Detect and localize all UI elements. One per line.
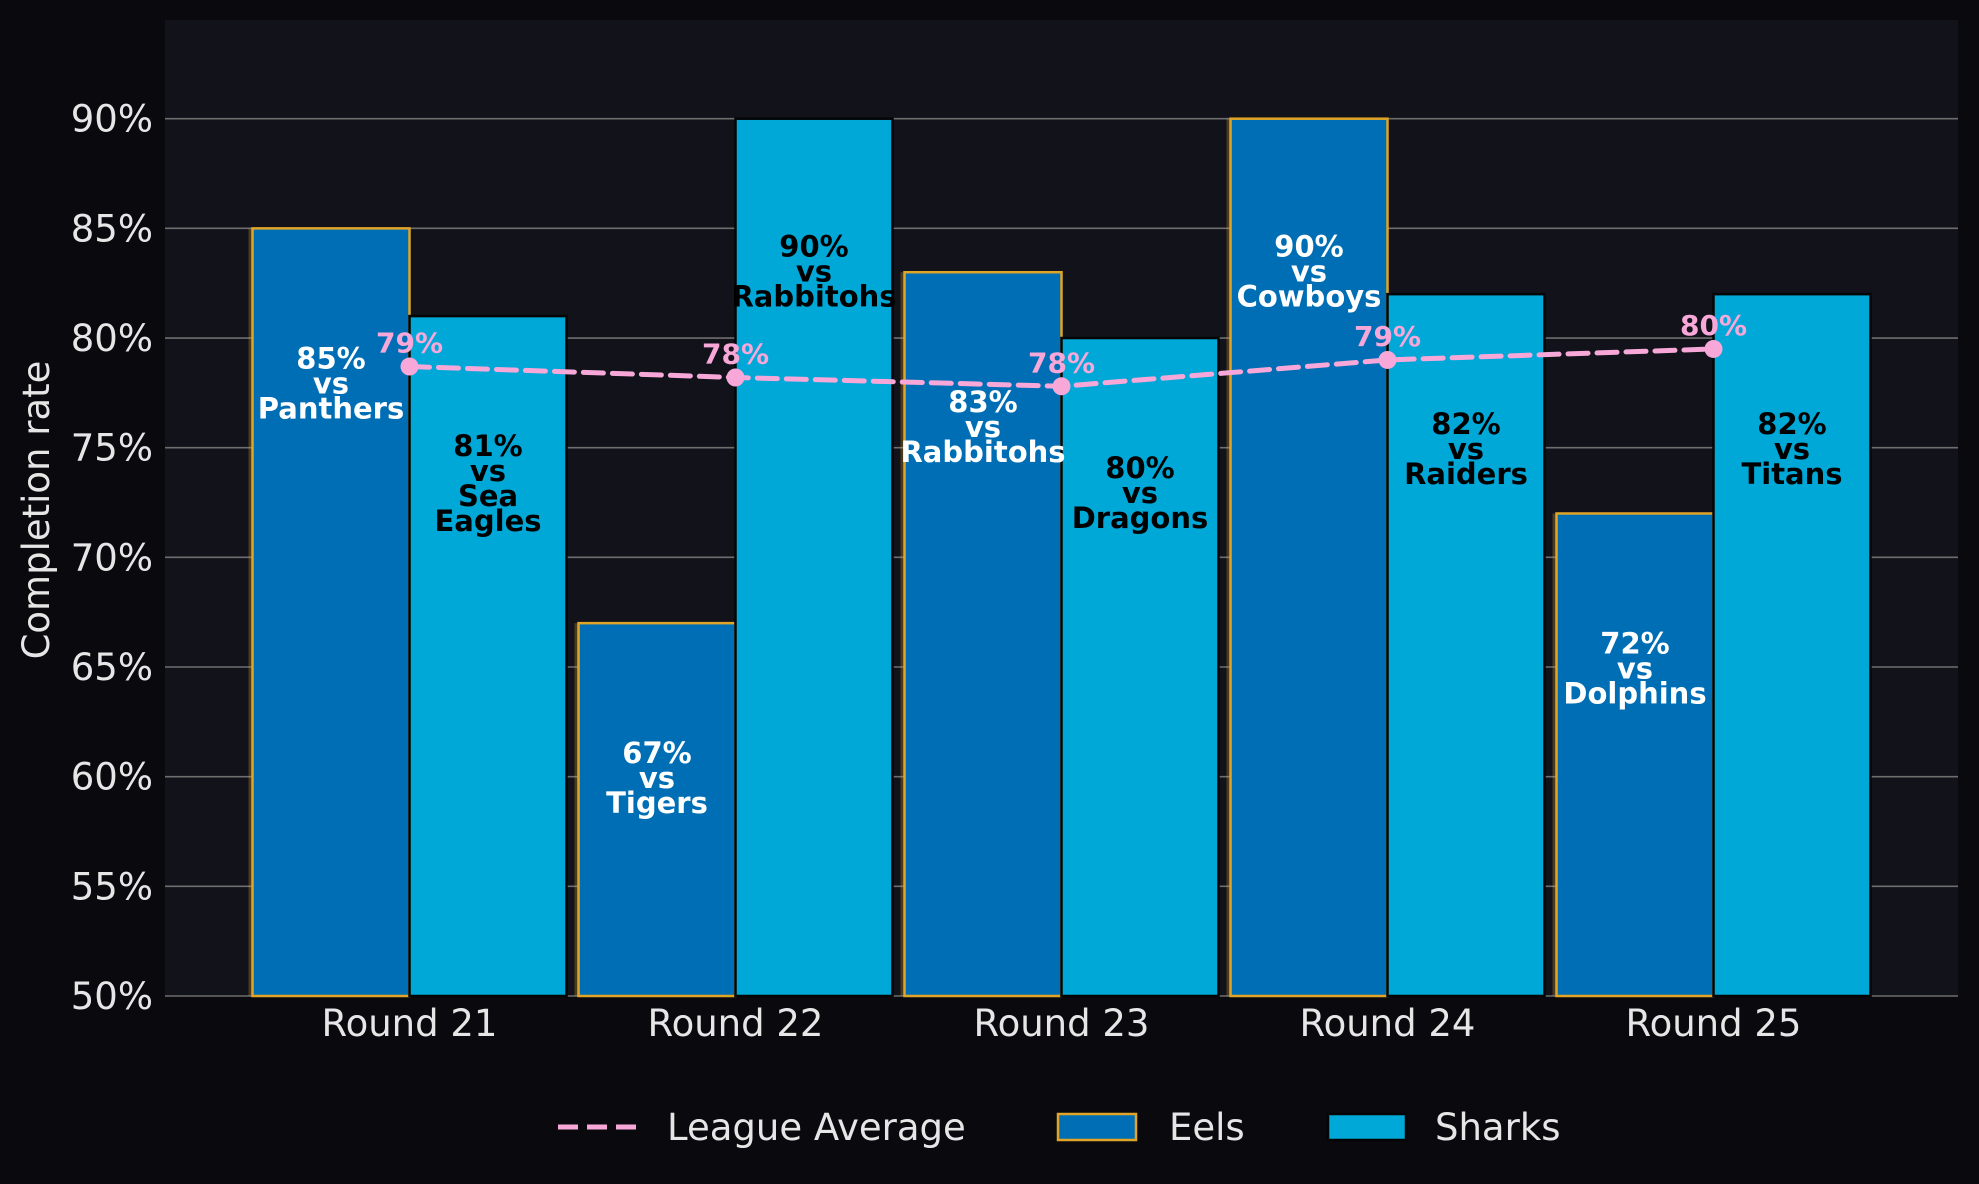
sharks-bar (1060, 336, 1220, 998)
league-average-label: 78% (702, 338, 769, 371)
sharks-bar-label: Raiders (1404, 457, 1528, 491)
eels-bar (577, 621, 737, 998)
y-tick-label: 55% (71, 865, 153, 908)
y-tick-label: 60% (71, 756, 153, 799)
eels-bar (251, 227, 411, 998)
legend-label: Sharks (1435, 1106, 1561, 1149)
eels-bar-label: Dolphins (1563, 676, 1706, 710)
sharks-bar-label: Eagles (434, 504, 541, 538)
eels-bar (1229, 117, 1389, 998)
sharks-bar (1386, 292, 1546, 998)
legend-swatch-eels (1056, 1112, 1138, 1142)
y-tick-label: 70% (71, 536, 153, 579)
sharks-bar-label: 82% (1431, 407, 1500, 441)
sharks-bar-label: Sea (458, 479, 518, 513)
x-tick-label: Round 23 (974, 1002, 1150, 1045)
x-tick-label: Round 24 (1300, 1002, 1476, 1045)
league-average-label: 78% (1028, 346, 1095, 379)
sharks-bar-label: vs (470, 454, 506, 488)
eels-bar-label: vs (313, 366, 349, 400)
sharks-bar (1712, 292, 1872, 998)
sharks-bar (734, 117, 894, 998)
eels-bar-label: 85% (296, 341, 365, 375)
legend: League Average Eels Sharks (558, 1106, 1561, 1149)
eels-bar-label: Tigers (606, 786, 708, 820)
league-average-point (1378, 350, 1397, 369)
sharks-bar-label: 81% (453, 429, 522, 463)
bar-glow (1552, 513, 1558, 996)
sharks-bar-label: vs (1122, 476, 1158, 510)
y-tick-label: 85% (71, 207, 153, 250)
league-average-point (400, 357, 419, 376)
league-average-point (1052, 377, 1071, 396)
y-tick-label: 65% (71, 646, 153, 689)
y-tick-label: 90% (71, 98, 153, 141)
eels-bar (903, 270, 1063, 998)
eels-bar-label: vs (1617, 651, 1653, 685)
sharks-bar-label: Titans (1741, 457, 1842, 491)
eels-bar-label: 83% (948, 385, 1017, 419)
y-tick-label: 80% (71, 317, 153, 360)
eels-bar-label: 90% (1274, 230, 1343, 264)
sharks-bar-label: 82% (1757, 407, 1826, 441)
eels-bar-label: vs (1291, 255, 1327, 289)
eels-bar-label: 72% (1600, 626, 1669, 660)
sharks-bar-label: vs (796, 255, 832, 289)
eels-bar (1555, 512, 1715, 998)
bar-labels: 85%vsPanthers67%vsTigers83%vsRabbitohs90… (258, 230, 1843, 820)
league-average-label: 80% (1680, 309, 1747, 342)
bar-glow (248, 228, 254, 996)
sharks-bar-label: vs (1774, 432, 1810, 466)
sharks-bar-label: vs (1448, 432, 1484, 466)
bars (248, 117, 1872, 998)
league-average-point (1704, 339, 1723, 358)
y-tick-label: 75% (71, 427, 153, 470)
sharks-bar-label: 90% (779, 230, 848, 264)
sharks-bar-label: Rabbitohs (731, 280, 896, 314)
sharks-bar-label: Dragons (1072, 501, 1209, 535)
x-tick-label: Round 21 (322, 1002, 498, 1045)
y-tick-label: 50% (71, 975, 153, 1018)
legend-label: League Average (667, 1106, 966, 1149)
league-average-label: 79% (1354, 320, 1421, 353)
bar-glow (1226, 118, 1232, 996)
x-tick-label: Round 22 (648, 1002, 824, 1045)
legend-swatch-sharks (1326, 1112, 1408, 1142)
league-average-point (726, 368, 745, 387)
y-axis-title: Completion rate (15, 361, 58, 660)
eels-bar-label: vs (965, 410, 1001, 444)
league-average-line: 79% 78% 78% 79% 80% (376, 309, 1747, 396)
legend-label: Eels (1169, 1106, 1245, 1149)
eels-bar-label: Rabbitohs (900, 435, 1065, 469)
sharks-bar-label: 80% (1105, 451, 1174, 485)
sharks-bar (408, 314, 568, 998)
league-average-label: 79% (376, 327, 443, 360)
eels-bar-label: Cowboys (1237, 280, 1382, 314)
eels-bar-label: vs (639, 761, 675, 795)
bar-glow (900, 272, 906, 996)
x-tick-label: Round 25 (1626, 1002, 1802, 1045)
eels-bar-label: 67% (622, 736, 691, 770)
eels-bar-label: Panthers (258, 391, 404, 425)
axes: Completion rate 50% 55% 60% 65% 70% 75% 80% 85%… (15, 98, 1801, 1045)
bar-glow (574, 623, 580, 996)
